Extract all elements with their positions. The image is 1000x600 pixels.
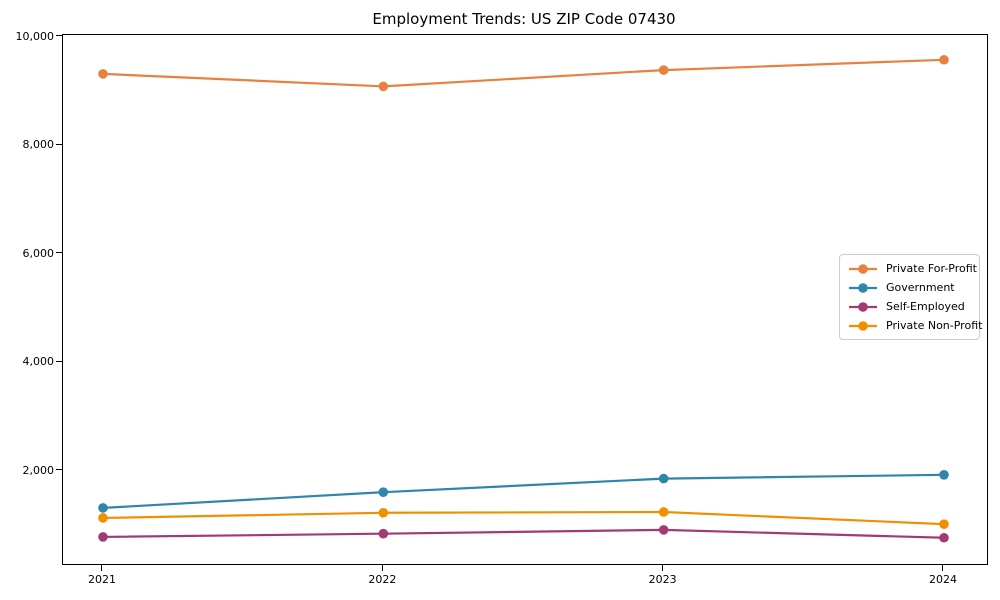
x-tick-mark — [942, 564, 944, 571]
y-tick-label: 6,000 — [22, 246, 55, 260]
legend-label-private-for-profit: Private For-Profit — [886, 262, 977, 275]
y-tick-label: 4,000 — [22, 355, 55, 368]
y-tick-label: 10,000 — [15, 29, 55, 43]
legend-item-private-non-profit: Private Non-Profit — [848, 317, 982, 335]
legend-marker-self-employed-icon — [849, 301, 877, 312]
legend-item-private-for-profit: Private For-Profit — [848, 260, 977, 278]
chart-title: Employment Trends: US ZIP Code 07430 — [372, 10, 676, 28]
marker-private-for-profit-2024 — [939, 54, 949, 65]
line-private-non-profit — [102, 510, 945, 526]
x-tick-mark — [101, 564, 103, 571]
legend: Private For-Profit Government Self-Employe… — [839, 254, 982, 340]
x-tick-label: 2023 — [648, 573, 677, 586]
marker-government-2021 — [98, 503, 108, 513]
x-tick-mark — [662, 564, 664, 571]
line-private-for-profit — [102, 58, 945, 88]
plot-area — [62, 34, 988, 565]
marker-self-employed-2023 — [658, 525, 669, 535]
marker-private-non-profit-2022 — [378, 507, 389, 518]
marker-government-2024 — [939, 470, 949, 480]
marker-private-for-profit-2023 — [658, 65, 669, 75]
legend-marker-government-icon — [849, 282, 877, 293]
y-tick-mark — [56, 143, 62, 145]
x-tick-label: 2024 — [929, 573, 957, 586]
legend-item-government: Government — [848, 279, 971, 297]
marker-private-for-profit-2021 — [98, 69, 108, 79]
line-self-employed — [102, 528, 945, 539]
marker-self-employed-2024 — [939, 532, 949, 543]
y-tick-mark — [56, 35, 62, 37]
line-series-canvas — [98, 54, 949, 543]
line-government — [102, 473, 945, 510]
y-tick-label: 2,000 — [22, 463, 55, 477]
x-tick-mark — [381, 564, 383, 571]
y-tick-mark — [56, 252, 62, 254]
marker-private-non-profit-2023 — [658, 507, 669, 517]
y-tick-label: 8,000 — [22, 138, 55, 151]
marker-private-non-profit-2024 — [939, 519, 949, 529]
legend-marker-private-non-profit-icon — [849, 320, 877, 331]
legend-label-private-non-profit: Private Non-Profit — [886, 319, 983, 332]
legend-label-self-employed: Self-Employed — [886, 300, 965, 313]
marker-government-2023 — [658, 473, 669, 484]
legend-marker-private-for-profit-icon — [849, 263, 877, 274]
marker-private-for-profit-2022 — [378, 81, 389, 92]
marker-private-non-profit-2021 — [98, 513, 108, 523]
legend-label-government: Government — [886, 281, 955, 294]
x-tick-label: 2022 — [368, 573, 397, 586]
y-tick-mark — [56, 469, 62, 471]
marker-self-employed-2022 — [378, 528, 389, 539]
legend-item-self-employed: Self-Employed — [848, 298, 971, 316]
marker-self-employed-2021 — [98, 532, 108, 542]
x-tick-label: 2021 — [88, 573, 116, 586]
marker-government-2022 — [378, 487, 389, 497]
y-tick-mark — [56, 360, 62, 362]
